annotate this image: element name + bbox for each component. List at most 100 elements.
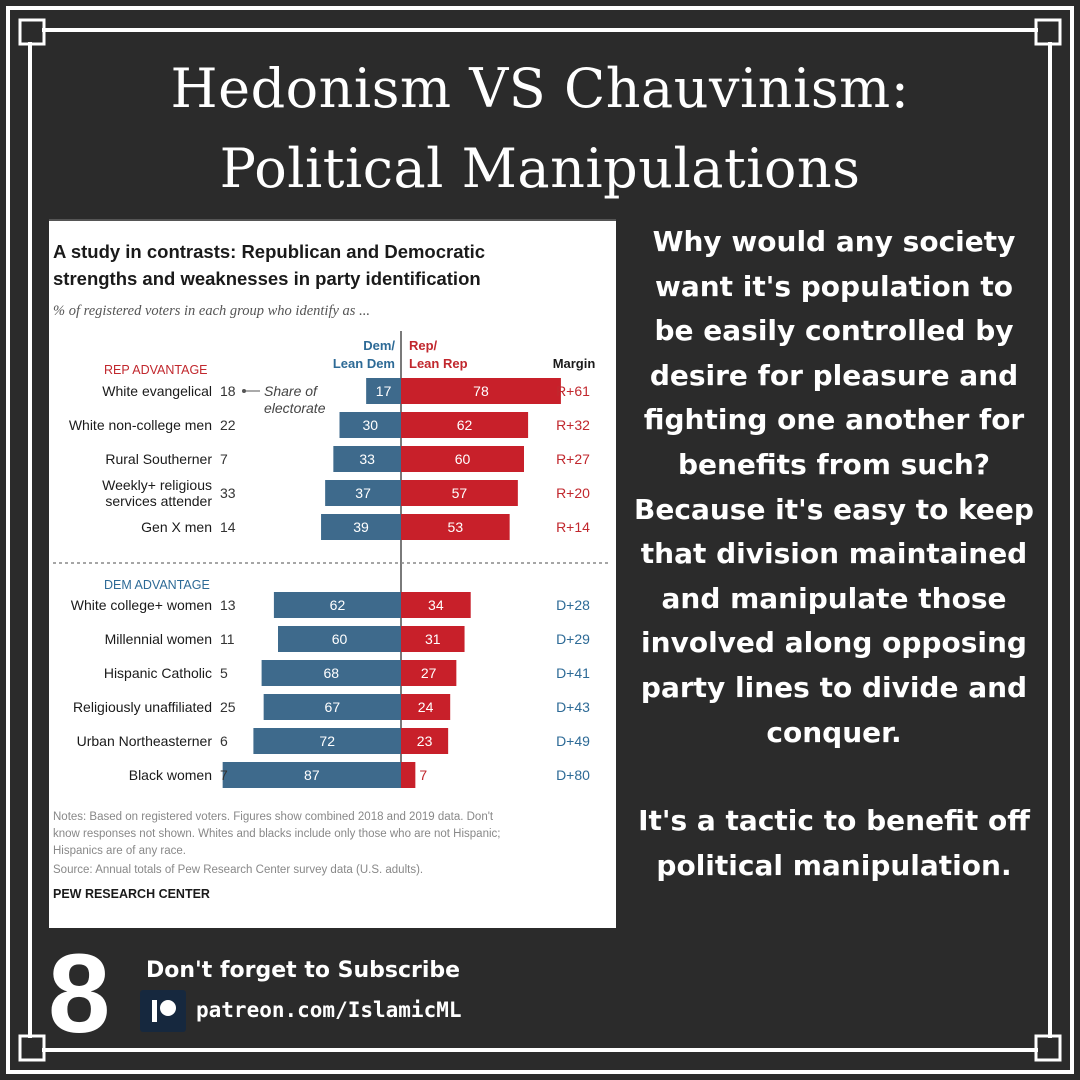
section-label-rep-advantage: REP ADVANTAGE (104, 363, 208, 377)
margin-value: D+49 (556, 733, 590, 749)
margin-value: R+61 (556, 383, 590, 399)
dem-value-label: 37 (355, 485, 371, 501)
rep-value-label: 60 (455, 451, 471, 467)
rep-bar (401, 480, 518, 506)
share-of-electorate-value: 18 (220, 383, 236, 399)
dem-bar (253, 728, 401, 754)
rep-bar (401, 412, 529, 438)
group-label: Urban Northeasterner (77, 733, 213, 749)
dem-bar (333, 446, 401, 472)
rep-bar (401, 762, 416, 788)
dem-bar (339, 412, 401, 438)
margin-value: D+43 (556, 699, 590, 715)
group-label-line-1: Weekly+ religious (102, 477, 212, 493)
share-of-electorate-value: 7 (220, 767, 228, 783)
share-of-electorate-value: 11 (220, 631, 235, 647)
chart-subtitle: % of registered voters in each group who… (53, 303, 370, 319)
dem-bar (222, 762, 401, 788)
margin-value: R+32 (556, 417, 590, 433)
rep-value-label: 53 (448, 519, 464, 535)
commentary-text: Why would any society want it's populati… (634, 220, 1034, 888)
dem-value-label: 68 (324, 665, 340, 681)
chart-source-label: PEW RESEARCH CENTER (53, 887, 210, 901)
dem-value-label: 33 (359, 451, 375, 467)
rep-value-label: 7 (419, 767, 427, 783)
rep-value-label: 57 (452, 485, 468, 501)
commentary-paragraph-2: It's a tactic to benefit off political m… (638, 804, 1030, 882)
rep-value-label: 34 (428, 597, 444, 613)
patreon-link[interactable]: patreon.com/IslamicML (196, 998, 462, 1022)
chart-card: A study in contrasts: Republican and Dem… (49, 219, 616, 928)
group-label: Rural Southerner (105, 451, 212, 467)
rep-bar (401, 660, 457, 686)
dem-header-line-2: Lean Dem (333, 356, 395, 371)
rep-bar (401, 378, 561, 404)
dem-bar (278, 626, 401, 652)
dem-value-label: 72 (319, 733, 335, 749)
subscribe-text: Don't forget to Subscribe (146, 958, 461, 983)
share-of-electorate-value: 13 (220, 597, 236, 613)
page-title-line-2: Political Manipulations (219, 137, 861, 200)
dem-bar (366, 378, 401, 404)
rep-value-label: 31 (425, 631, 441, 647)
group-label: Gen X men (141, 519, 212, 535)
rep-bar (401, 694, 451, 720)
annotation-line-1: Share of (264, 383, 319, 399)
chart-title-line-1: A study in contrasts: Republican and Dem… (53, 241, 485, 262)
chart-note-line: Hispanics are of any race. (53, 845, 186, 857)
rep-value-label: 24 (418, 699, 434, 715)
share-of-electorate-value: 6 (220, 733, 228, 749)
share-of-electorate-value: 14 (220, 519, 236, 535)
patreon-logo-icon[interactable] (140, 990, 186, 1032)
margin-value: D+41 (556, 665, 590, 681)
dem-value-label: 67 (325, 699, 341, 715)
group-label: White college+ women (71, 597, 212, 613)
rep-value-label: 78 (473, 383, 489, 399)
dem-value-label: 87 (304, 767, 320, 783)
share-of-electorate-value: 5 (220, 665, 228, 681)
rep-bar (401, 626, 465, 652)
margin-header: Margin (553, 356, 596, 371)
dem-value-label: 60 (332, 631, 348, 647)
margin-value: D+80 (556, 767, 590, 783)
dem-value-label: 30 (362, 417, 378, 433)
rep-bar (401, 728, 449, 754)
chart-title-line-2: strengths and weaknesses in party identi… (53, 268, 481, 289)
group-label: Black women (129, 767, 212, 783)
rep-header-line-1: Rep/ (409, 338, 438, 353)
group-label: Hispanic Catholic (104, 665, 212, 681)
party-identification-chart: A study in contrasts: Republican and Dem… (49, 219, 616, 901)
margin-value: D+29 (556, 631, 590, 647)
chart-note-line: know responses not shown. Whites and bla… (53, 828, 500, 840)
page-title-line-1: Hedonism VS Chauvinism: (170, 57, 910, 120)
commentary-paragraph-1: Why would any society want it's populati… (634, 225, 1034, 749)
dem-bar (263, 694, 401, 720)
group-label: White evangelical (102, 383, 212, 399)
margin-value: R+20 (556, 485, 590, 501)
dem-bar (321, 514, 401, 540)
annotation-line-2: electorate (264, 400, 326, 416)
dem-bar (273, 592, 401, 618)
section-label-dem-advantage: DEM ADVANTAGE (104, 578, 210, 592)
dem-header-line-1: Dem/ (363, 338, 395, 353)
share-of-electorate-value: 7 (220, 451, 228, 467)
dem-value-label: 62 (330, 597, 346, 613)
share-of-electorate-value: 22 (220, 417, 236, 433)
rep-bar (401, 514, 510, 540)
rep-value-label: 62 (457, 417, 473, 433)
page-number: 8 (48, 931, 111, 1056)
rep-value-label: 23 (417, 733, 433, 749)
group-label: White non-college men (69, 417, 212, 433)
chart-note-line: Source: Annual totals of Pew Research Ce… (53, 864, 423, 876)
share-of-electorate-value: 33 (220, 485, 236, 501)
dem-bar (261, 660, 401, 686)
dem-value-label: 39 (353, 519, 369, 535)
rep-bar (401, 446, 524, 472)
dem-value-label: 17 (376, 383, 392, 399)
margin-value: R+14 (556, 519, 590, 535)
margin-value: D+28 (556, 597, 590, 613)
group-label: Millennial women (105, 631, 212, 647)
share-of-electorate-value: 25 (220, 699, 236, 715)
rep-bar (401, 592, 471, 618)
margin-value: R+27 (556, 451, 590, 467)
